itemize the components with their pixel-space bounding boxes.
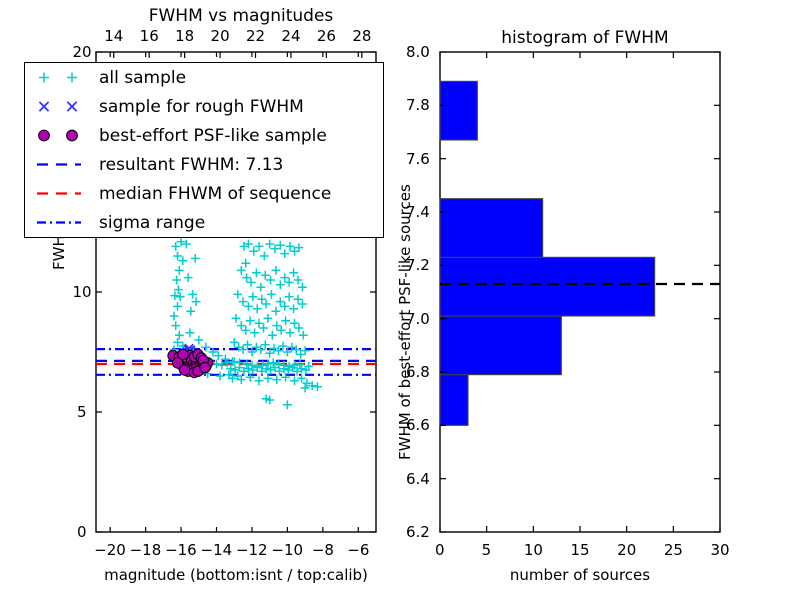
right-x-tick-label: 0 (435, 541, 445, 559)
legend-item: sample for rough FWHM (25, 92, 383, 121)
right-y-tick-label: 6.8 (406, 363, 430, 381)
right-y-tick-label: 6.6 (406, 416, 430, 435)
left-top-tick-label: 16 (139, 27, 159, 45)
left-panel-title: FWHM vs magnitudes (148, 6, 334, 26)
left-top-tick-label: 14 (104, 27, 124, 45)
right-y-tick-label: 7.0 (406, 309, 430, 328)
left-x-tick-label: −14 (200, 541, 233, 559)
left-top-tick-label: 20 (210, 27, 230, 45)
dashdot-line-icon (25, 208, 99, 237)
right-y-tick-label: 7.6 (406, 149, 430, 168)
left-y-tick-label: 5 (77, 403, 87, 421)
histogram-bar (439, 198, 544, 258)
right-y-tick-label: 7.2 (406, 256, 430, 275)
plus-icon (25, 63, 99, 92)
right-panel-ylabel-wrap: FWHM of best-effort PSF-like sources (396, 184, 672, 478)
left-x-tick-label: −18 (129, 541, 162, 559)
histogram-bar (439, 315, 562, 376)
legend-item-label: sigma range (99, 212, 206, 233)
left-x-tick-label: −6 (347, 541, 370, 559)
right-panel-xlabel: number of sources (509, 566, 651, 584)
left-x-tick-label: −12 (235, 541, 268, 559)
legend-item: median FHWM of sequence (25, 179, 383, 208)
right-panel-title: histogram of FWHM (501, 28, 669, 48)
legend-item-label: best-effort PSF-like sample (99, 125, 327, 146)
legend-item: sigma range (25, 208, 383, 237)
left-panel-ylabel-wrap: FWHM (pix) (50, 183, 137, 288)
right-x-tick-label: 25 (663, 541, 683, 559)
legend-box: all sample sample for rough FWHM best-effo… (24, 62, 384, 238)
left-top-tick-label: 26 (316, 27, 336, 45)
right-y-tick-label: 8.0 (406, 43, 430, 61)
histogram-svg (439, 51, 721, 533)
legend-item-label: median FHWM of sequence (99, 183, 332, 204)
left-top-tick-label: 22 (245, 27, 266, 45)
series-best-effort-PSF-like-sample (167, 348, 214, 379)
legend-item-label: sample for rough FWHM (99, 96, 304, 117)
left-x-tick-label: −10 (271, 541, 304, 559)
series-all-sample (169, 237, 322, 410)
right-y-tick-label: 7.4 (406, 203, 430, 221)
right-panel-ylabel: FWHM of best-effort PSF-like sources (396, 184, 414, 460)
right-y-tick-label: 6.4 (406, 469, 430, 488)
left-x-tick-label: −8 (311, 541, 334, 559)
left-y-tick-label: 10 (72, 283, 92, 301)
left-x-tick-label: −20 (94, 541, 126, 559)
legend-item: resultant FWHM: 7.13 (25, 150, 383, 179)
histogram-bar (439, 256, 656, 317)
right-x-tick-label: 15 (570, 541, 590, 559)
histogram-bar (439, 80, 478, 141)
right-y-tick-label: 7.8 (406, 96, 430, 115)
legend-item: all sample (25, 63, 383, 92)
legend-item-label: resultant FWHM: 7.13 (99, 154, 284, 175)
left-y-tick-label: 0 (77, 523, 87, 541)
left-top-tick-label: 18 (175, 27, 195, 45)
right-x-tick-label: 20 (617, 541, 637, 559)
right-panel-plot (439, 51, 721, 533)
right-x-tick-label: 10 (523, 541, 543, 559)
circle-icon (25, 121, 99, 150)
cross-icon (25, 92, 99, 121)
right-x-tick-label: 5 (481, 541, 492, 559)
legend-item: best-effort PSF-like sample (25, 121, 383, 150)
left-y-tick-label: 20 (72, 43, 92, 61)
histogram-bar (439, 374, 469, 426)
dashed-line-icon (25, 150, 99, 179)
dashed-line-icon (25, 179, 99, 208)
left-x-tick-label: −16 (165, 541, 197, 559)
legend-item-label: all sample (99, 67, 187, 88)
left-top-tick-label: 24 (281, 27, 301, 45)
left-top-tick-label: 28 (352, 27, 372, 45)
right-x-tick-label: 30 (710, 541, 730, 559)
left-panel-xlabel: magnitude (bottom:isnt / top:calib) (104, 566, 368, 584)
right-y-tick-label: 6.2 (406, 523, 430, 541)
